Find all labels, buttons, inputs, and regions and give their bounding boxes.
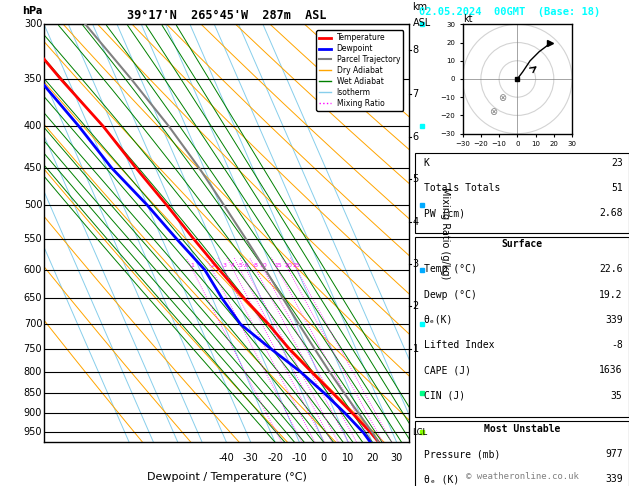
Text: 19.2: 19.2 bbox=[599, 290, 623, 300]
Text: LCL: LCL bbox=[413, 428, 428, 437]
Text: 400: 400 bbox=[24, 121, 42, 131]
Text: ASL: ASL bbox=[413, 18, 431, 29]
Text: 1: 1 bbox=[191, 262, 194, 268]
Text: -40: -40 bbox=[218, 453, 235, 463]
Bar bbox=[415, 237, 629, 417]
Text: CAPE (J): CAPE (J) bbox=[424, 365, 470, 376]
Text: 4: 4 bbox=[413, 217, 419, 227]
Text: 339: 339 bbox=[605, 315, 623, 325]
Text: Dewpoint / Temperature (°C): Dewpoint / Temperature (°C) bbox=[147, 471, 306, 482]
Text: 700: 700 bbox=[24, 319, 42, 329]
Text: 850: 850 bbox=[24, 388, 42, 398]
Text: -20: -20 bbox=[267, 453, 283, 463]
Text: 350: 350 bbox=[24, 74, 42, 84]
Bar bbox=[415, 421, 629, 486]
Text: 7: 7 bbox=[413, 89, 419, 99]
Text: 8: 8 bbox=[413, 46, 419, 55]
Text: Most Unstable: Most Unstable bbox=[484, 424, 560, 434]
Text: 650: 650 bbox=[24, 293, 42, 303]
Text: 339: 339 bbox=[605, 474, 623, 485]
Text: 30: 30 bbox=[391, 453, 403, 463]
Text: 02.05.2024  00GMT  (Base: 18): 02.05.2024 00GMT (Base: 18) bbox=[420, 7, 601, 17]
Text: CIN (J): CIN (J) bbox=[424, 391, 465, 401]
Text: 20: 20 bbox=[366, 453, 379, 463]
Title: 39°17'N  265°45'W  287m  ASL: 39°17'N 265°45'W 287m ASL bbox=[126, 9, 326, 22]
Text: 20: 20 bbox=[284, 262, 292, 268]
Text: 2: 2 bbox=[210, 262, 214, 268]
Text: 22.6: 22.6 bbox=[599, 264, 623, 275]
Text: 977: 977 bbox=[605, 449, 623, 459]
Text: 35: 35 bbox=[611, 391, 623, 401]
Text: Surface: Surface bbox=[501, 239, 543, 249]
Text: km: km bbox=[413, 2, 428, 12]
Legend: Temperature, Dewpoint, Parcel Trajectory, Dry Adiabat, Wet Adiabat, Isotherm, Mi: Temperature, Dewpoint, Parcel Trajectory… bbox=[316, 30, 403, 111]
Text: 10: 10 bbox=[342, 453, 354, 463]
Text: 1: 1 bbox=[413, 344, 419, 354]
Text: 4: 4 bbox=[231, 262, 235, 268]
Text: 2: 2 bbox=[413, 301, 419, 311]
Text: 3: 3 bbox=[413, 259, 419, 269]
Text: 25: 25 bbox=[292, 262, 301, 268]
Text: kt: kt bbox=[463, 14, 472, 23]
Text: 23: 23 bbox=[611, 158, 623, 168]
Text: 750: 750 bbox=[23, 344, 42, 354]
Text: Totals Totals: Totals Totals bbox=[424, 183, 500, 193]
Text: 950: 950 bbox=[24, 427, 42, 437]
Text: hPa: hPa bbox=[22, 6, 42, 16]
Text: 800: 800 bbox=[24, 366, 42, 377]
Text: 600: 600 bbox=[24, 265, 42, 275]
Text: PW (cm): PW (cm) bbox=[424, 208, 465, 219]
Text: K: K bbox=[424, 158, 430, 168]
Text: θₑ (K): θₑ (K) bbox=[424, 474, 459, 485]
Text: 5: 5 bbox=[413, 174, 419, 185]
Text: 3: 3 bbox=[222, 262, 226, 268]
Bar bbox=[415, 153, 629, 233]
Text: 500: 500 bbox=[24, 200, 42, 210]
Text: 1636: 1636 bbox=[599, 365, 623, 376]
Text: 51: 51 bbox=[611, 183, 623, 193]
Text: -8: -8 bbox=[611, 340, 623, 350]
Text: 10: 10 bbox=[260, 262, 267, 268]
Text: 2.68: 2.68 bbox=[599, 208, 623, 219]
Text: $\otimes$: $\otimes$ bbox=[489, 106, 498, 118]
Text: 15: 15 bbox=[274, 262, 282, 268]
Text: θₑ(K): θₑ(K) bbox=[424, 315, 453, 325]
Text: Pressure (mb): Pressure (mb) bbox=[424, 449, 500, 459]
Text: 5: 5 bbox=[238, 262, 242, 268]
Text: 450: 450 bbox=[24, 163, 42, 173]
Text: Dewp (°C): Dewp (°C) bbox=[424, 290, 477, 300]
Text: Temp (°C): Temp (°C) bbox=[424, 264, 477, 275]
Text: Lifted Index: Lifted Index bbox=[424, 340, 494, 350]
Text: -30: -30 bbox=[243, 453, 259, 463]
Text: $\otimes$: $\otimes$ bbox=[498, 92, 508, 103]
Text: -10: -10 bbox=[291, 453, 308, 463]
Text: 0: 0 bbox=[321, 453, 327, 463]
Text: 300: 300 bbox=[24, 19, 42, 29]
Text: 6: 6 bbox=[244, 262, 248, 268]
Text: 6: 6 bbox=[413, 132, 419, 141]
Text: © weatheronline.co.uk: © weatheronline.co.uk bbox=[465, 472, 579, 481]
Text: 8: 8 bbox=[254, 262, 258, 268]
Text: Mixing Ratio (g/kg): Mixing Ratio (g/kg) bbox=[440, 187, 450, 279]
Text: 550: 550 bbox=[23, 234, 42, 244]
Text: 900: 900 bbox=[24, 408, 42, 418]
